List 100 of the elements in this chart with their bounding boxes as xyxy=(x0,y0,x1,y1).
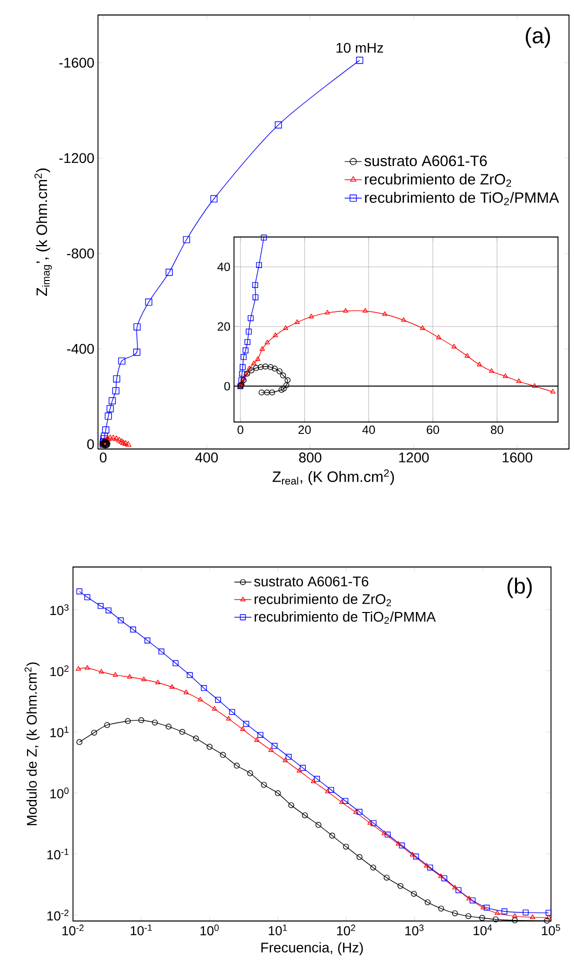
point xyxy=(145,298,152,306)
point xyxy=(401,317,406,322)
point xyxy=(118,438,125,444)
point xyxy=(255,356,260,361)
y-tick-label: 10$^{1}$ xyxy=(50,726,69,738)
x-tick-label: 60 xyxy=(426,426,440,434)
y-axis-title: Z$_{imag}$’, (k Ohm.cm$^{2}$) xyxy=(34,168,52,296)
x-axis-title: Frecuencia, (Hz) xyxy=(261,942,363,956)
point xyxy=(283,325,288,330)
point xyxy=(246,366,252,370)
x-tick-label: 0 xyxy=(100,452,107,462)
point xyxy=(252,294,258,300)
x-tick-label: 10$^{2}$ xyxy=(337,924,356,936)
point xyxy=(239,380,245,385)
point xyxy=(166,268,173,276)
point xyxy=(100,432,108,440)
point xyxy=(382,311,388,316)
point xyxy=(268,364,274,370)
point xyxy=(502,373,508,378)
y-tick-label: -800 xyxy=(67,248,94,258)
legend-label: recubrimiento de TiO$_{2}$/PMMA xyxy=(254,611,436,624)
point xyxy=(264,340,270,344)
point xyxy=(516,378,522,384)
point xyxy=(239,370,245,377)
point xyxy=(280,372,286,378)
y-tick-label: 40 xyxy=(217,262,230,272)
x-tick-label: 80 xyxy=(490,426,504,434)
y-tick-label: 10$^{3}$ xyxy=(50,604,69,616)
x-tick-label: 10$^{-1}$ xyxy=(130,924,152,936)
point xyxy=(242,347,248,354)
point xyxy=(122,440,129,446)
point xyxy=(274,121,282,128)
point xyxy=(294,319,300,324)
legend-label: recubrimiento de ZrO$_{2}$ xyxy=(365,174,512,187)
x-tick-label: 1200 xyxy=(399,452,429,462)
point xyxy=(276,368,283,374)
point xyxy=(436,334,442,340)
point xyxy=(451,344,457,348)
point xyxy=(283,382,290,388)
point xyxy=(108,397,116,404)
point xyxy=(362,308,368,313)
point xyxy=(244,339,250,345)
y-axis-title: Modulo de Z, (k Ohm.cm$^{2}$) xyxy=(24,662,40,826)
point xyxy=(210,195,218,202)
y-tick-label: 10$^{-1}$ xyxy=(47,848,69,860)
y-tick-label: -1600 xyxy=(59,58,94,68)
point xyxy=(356,56,364,64)
x-tick-label: 400 xyxy=(195,452,218,462)
point xyxy=(246,328,252,335)
point xyxy=(248,315,254,322)
point xyxy=(343,308,348,313)
y-tick-label: 0 xyxy=(224,382,230,390)
point xyxy=(280,386,287,392)
x-axis-title: Z$_{real}$, (K Ohm.cm$^{2}$) xyxy=(272,469,394,485)
point xyxy=(252,282,258,288)
point xyxy=(308,314,314,318)
x-tick-label: 40 xyxy=(362,426,375,434)
point xyxy=(262,364,268,370)
point xyxy=(104,412,112,420)
point xyxy=(420,325,426,330)
point xyxy=(248,367,254,374)
point xyxy=(118,357,126,365)
point xyxy=(488,368,494,373)
y-tick-label: 10$^{-2}$ xyxy=(47,910,68,920)
y-tick-label: 10$^{0}$ xyxy=(50,788,69,798)
x-tick-label: 10$^{0}$ xyxy=(200,924,219,936)
point xyxy=(324,310,330,314)
point xyxy=(532,383,538,388)
point xyxy=(476,362,482,366)
point xyxy=(112,387,120,394)
point xyxy=(258,364,264,370)
point xyxy=(133,348,140,356)
x-tick-label: 0 xyxy=(238,426,244,434)
x-tick-label: 10$^{3}$ xyxy=(405,924,424,936)
x-tick-label: 1600 xyxy=(502,452,532,462)
legend-label: sustrato A6061-T6 xyxy=(364,156,487,166)
point xyxy=(264,390,270,396)
legend-label: sustrato A6061-T6 xyxy=(254,576,368,586)
x-tick-label: 10$^{5}$ xyxy=(542,924,560,936)
point xyxy=(113,375,120,382)
y-tick-label: 20 xyxy=(218,322,230,331)
annotation: (a) xyxy=(526,27,550,48)
y-tick-label: 10$^{2}$ xyxy=(50,665,68,676)
point xyxy=(272,332,278,338)
y-tick-label: -1200 xyxy=(59,153,94,164)
point xyxy=(182,236,190,244)
point xyxy=(125,441,132,447)
point xyxy=(102,426,110,434)
point xyxy=(110,434,116,440)
point xyxy=(272,366,278,372)
point xyxy=(251,360,256,366)
legend-label: recubrimiento de TiO$_{2}$/PMMA xyxy=(365,192,560,206)
x-tick-label: 800 xyxy=(299,452,322,462)
point xyxy=(107,434,114,440)
point xyxy=(464,353,470,358)
point xyxy=(278,386,284,393)
point xyxy=(134,323,141,330)
annotation: 10 mHz xyxy=(336,42,384,53)
legend-label: recubrimiento de ZrO$_{2}$ xyxy=(254,594,391,606)
point xyxy=(253,365,260,371)
